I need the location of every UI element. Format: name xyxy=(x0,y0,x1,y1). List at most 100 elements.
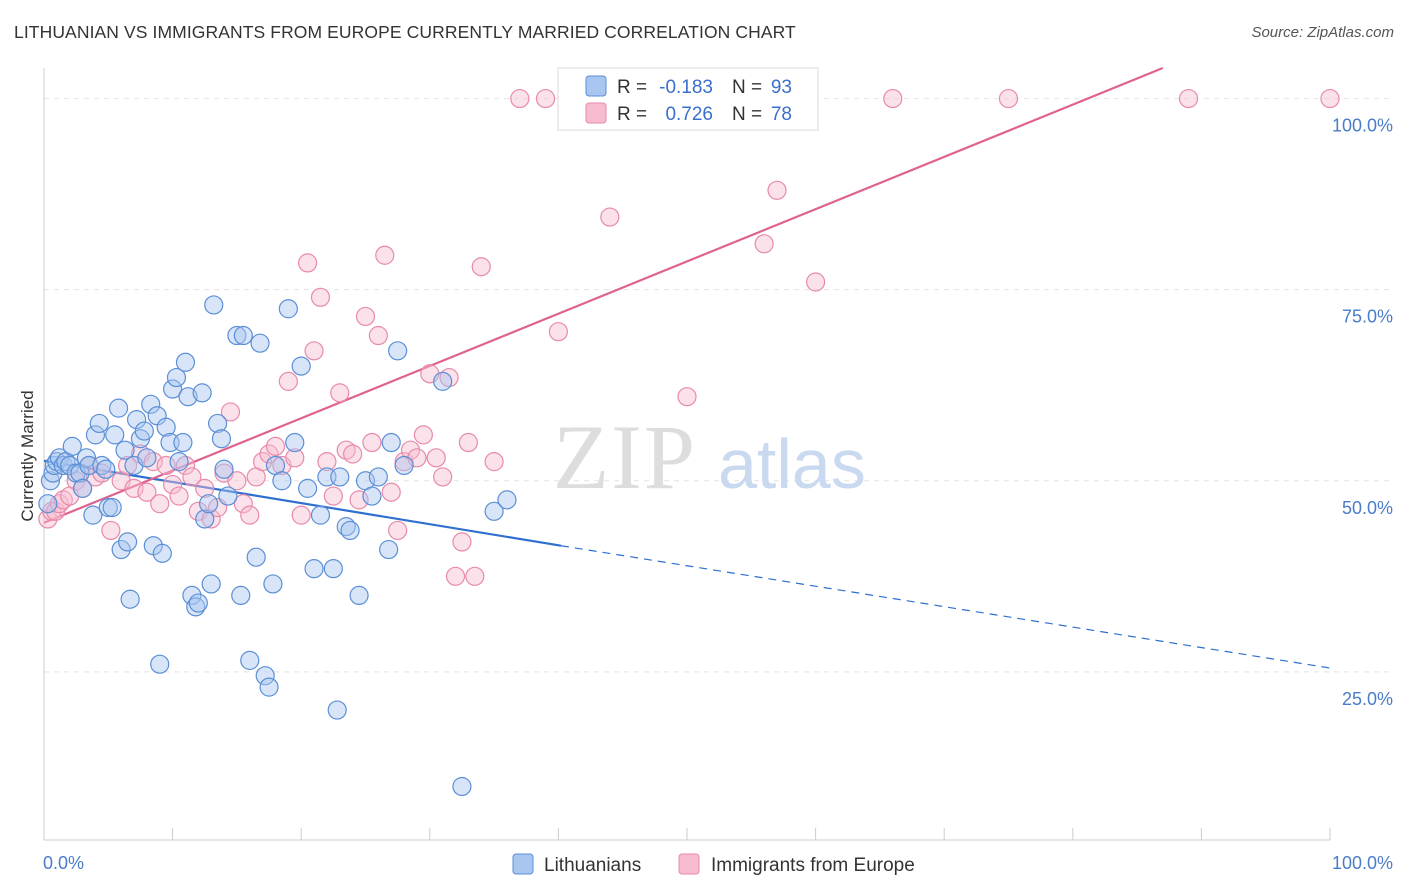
watermark: ZIP atlas xyxy=(553,406,866,508)
lithuanians-point xyxy=(433,371,453,391)
legend-swatch-lithuanians xyxy=(585,75,607,97)
y-tick-label: 100.0% xyxy=(1332,116,1393,136)
legend-swatch-immigrants xyxy=(585,102,607,124)
lithuanians-point xyxy=(60,455,80,476)
legend-r-value-1: -0.183 xyxy=(659,77,713,98)
y-axis-title: Currently Married xyxy=(18,390,37,521)
lithuanians-point xyxy=(340,520,360,541)
immigrants-point xyxy=(169,486,189,506)
lithuanians-point xyxy=(76,448,97,468)
lithuanians-point xyxy=(92,455,112,476)
lithuanians-point xyxy=(38,494,58,514)
immigrants-point xyxy=(278,371,298,391)
y-tick-label: 50.0% xyxy=(1342,498,1393,518)
lithuanians-point xyxy=(126,410,147,430)
immigrants-point xyxy=(510,88,530,109)
lithuanians-point xyxy=(255,666,275,686)
lithuanians-point xyxy=(368,467,388,487)
lithuanians-point xyxy=(323,559,343,579)
lithuanians-points xyxy=(38,295,517,797)
lithuanians-point xyxy=(250,333,270,353)
immigrants-point xyxy=(388,520,408,541)
lithuanians-point xyxy=(40,471,61,491)
immigrants-point xyxy=(458,432,478,453)
lithuanians-point xyxy=(304,559,324,579)
immigrants-point xyxy=(323,486,343,506)
lithuanians-point xyxy=(298,478,318,498)
immigrants-point xyxy=(1178,88,1199,109)
grid-lines xyxy=(44,98,1393,673)
immigrants-point xyxy=(285,448,305,468)
lithuanians-point xyxy=(227,325,247,346)
lithuanians-point xyxy=(259,677,279,697)
lithuanians-trend-extension xyxy=(560,545,1331,669)
immigrants-point xyxy=(677,387,697,407)
immigrants-point xyxy=(413,425,433,445)
immigrants-point xyxy=(535,88,556,109)
legend-r-value-2: 0.726 xyxy=(665,104,713,125)
immigrants-point xyxy=(381,482,401,502)
lithuanians-point xyxy=(484,501,504,521)
immigrants-point xyxy=(548,322,569,342)
immigrants-point xyxy=(156,455,176,476)
x-ticks xyxy=(43,828,1331,840)
lithuanians-point xyxy=(263,574,283,594)
immigrants-point xyxy=(355,306,376,327)
lithuanians-point xyxy=(188,593,208,613)
lithuanians-point xyxy=(108,398,129,418)
lithuanians-point xyxy=(163,379,183,399)
immigrants-point xyxy=(805,272,826,292)
lithuanians-point xyxy=(152,543,172,563)
lithuanians-point xyxy=(349,585,369,606)
immigrants-point xyxy=(265,436,286,456)
lithuanians-point xyxy=(62,436,82,456)
immigrants-point xyxy=(163,474,183,495)
immigrants-point xyxy=(240,505,260,525)
lithuanians-point xyxy=(201,574,221,594)
lithuanians-point xyxy=(134,421,154,441)
immigrants-point xyxy=(291,505,311,525)
immigrants-point xyxy=(330,383,350,403)
lithuanians-point xyxy=(211,429,232,449)
lithuanians-point xyxy=(96,459,116,479)
immigrants-point xyxy=(433,467,453,487)
lithuanians-point xyxy=(246,547,266,567)
immigrants-point xyxy=(375,245,395,265)
immigrants-point xyxy=(445,566,466,586)
lithuanians-point xyxy=(285,432,305,453)
immigrants-point xyxy=(471,257,491,277)
lithuanians-point xyxy=(150,654,170,674)
lithuanians-point xyxy=(208,413,228,434)
lithuanians-point xyxy=(381,432,401,453)
immigrants-point xyxy=(227,471,247,491)
lithuanians-point xyxy=(137,448,157,468)
immigrants-point xyxy=(310,287,331,307)
lithuanians-point xyxy=(195,509,215,529)
immigrants-point xyxy=(304,341,324,361)
lithuanians-point xyxy=(233,325,253,346)
lithuanians-point xyxy=(85,425,106,445)
immigrants-point xyxy=(137,482,157,502)
lithuanians-point xyxy=(240,650,260,670)
lithuanians-point xyxy=(156,417,176,437)
lithuanians-point xyxy=(182,585,202,606)
lithuanians-point xyxy=(178,387,198,407)
lithuanians-point xyxy=(452,776,472,797)
immigrants-point xyxy=(1320,88,1340,109)
immigrants-point xyxy=(195,478,215,498)
lithuanians-point xyxy=(379,539,399,560)
immigrants-point xyxy=(368,325,388,346)
legend-n-value-2: 78 xyxy=(771,104,792,125)
bottom-legend-swatch-lithuanians xyxy=(512,853,534,875)
immigrants-point xyxy=(998,88,1019,109)
watermark-atlas: atlas xyxy=(718,425,866,503)
correlation-legend: R = -0.183 N = 93 R = 0.726 N = 78 xyxy=(557,67,819,131)
lithuanians-trend-line xyxy=(43,459,562,547)
bottom-legend-lithuanians: Lithuanians xyxy=(544,855,641,876)
lithuanians-point xyxy=(141,394,161,414)
immigrants-trend-line xyxy=(43,66,1164,524)
lithuanians-point xyxy=(497,490,517,510)
lithuanians-point xyxy=(102,497,122,518)
immigrants-point xyxy=(117,455,138,476)
